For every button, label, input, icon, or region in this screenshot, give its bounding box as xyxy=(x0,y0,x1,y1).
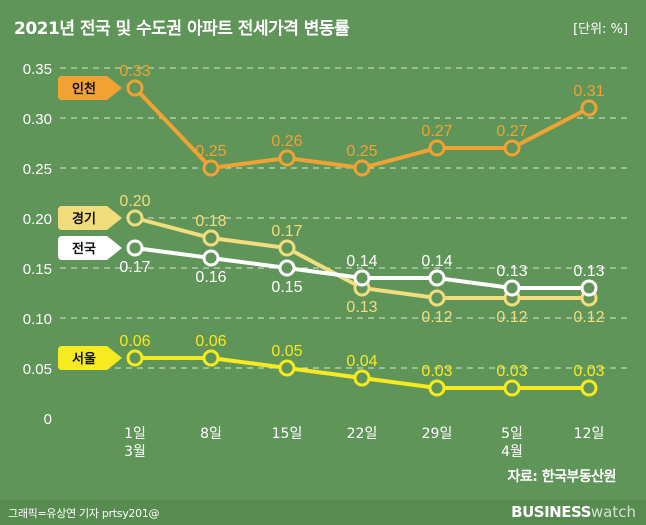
data-label: 0.13 xyxy=(496,263,527,280)
x-tick-label: 29일 xyxy=(422,426,453,442)
series-name: 인천 xyxy=(72,81,96,97)
series-tag-경기 xyxy=(58,206,122,230)
data-label: 0.12 xyxy=(421,309,452,326)
series-tag-전국 xyxy=(58,236,122,260)
data-label: 0.05 xyxy=(271,343,302,360)
data-label: 0.12 xyxy=(573,309,604,326)
data-point xyxy=(202,229,220,247)
data-label: 0.04 xyxy=(346,353,377,370)
y-tick-label: 0.30 xyxy=(23,111,52,128)
x-tick-label: 1일 xyxy=(124,426,146,442)
data-label: 0.06 xyxy=(119,333,150,350)
footer: 그래픽=유상연 기자 prtsy201@ BUSINESSwatch xyxy=(0,500,646,525)
series-name: 서울 xyxy=(72,351,96,367)
series-tag-서울 xyxy=(58,346,122,370)
data-point xyxy=(428,139,446,157)
data-label: 0.15 xyxy=(271,279,302,296)
data-point xyxy=(503,379,521,397)
data-point xyxy=(202,159,220,177)
y-tick-label: 0.35 xyxy=(23,61,52,78)
data-point xyxy=(580,279,598,297)
data-label: 0.31 xyxy=(573,83,604,100)
data-point xyxy=(503,279,521,297)
data-point xyxy=(126,209,144,227)
data-label: 0.18 xyxy=(195,213,226,230)
y-tick-label: 0 xyxy=(44,411,52,428)
x-tick-label: 15일 xyxy=(272,426,303,442)
data-point xyxy=(580,379,598,397)
x-tick-label: 8일 xyxy=(200,426,222,442)
logo-part2: watch xyxy=(590,503,636,521)
data-point xyxy=(353,159,371,177)
data-point xyxy=(428,379,446,397)
credit-text: 그래픽=유상연 기자 prtsy201@ xyxy=(8,507,160,520)
data-label: 0.03 xyxy=(573,363,604,380)
line-chart: 0 0.05 0.10 0.15 0.20 0.25 0.30 0.35 1일 3월 8일 15일 22… xyxy=(23,61,630,460)
data-point xyxy=(503,139,521,157)
data-point xyxy=(202,349,220,367)
data-label: 0.27 xyxy=(496,123,527,140)
y-tick-label: 0.05 xyxy=(23,361,52,378)
data-label: 0.14 xyxy=(421,253,452,270)
data-point xyxy=(580,99,598,117)
data-point xyxy=(428,269,446,287)
y-tick-label: 0.15 xyxy=(23,261,52,278)
data-label: 0.27 xyxy=(421,123,452,140)
data-label: 0.16 xyxy=(195,269,226,286)
data-point xyxy=(428,289,446,307)
data-point xyxy=(278,359,296,377)
data-label: 0.03 xyxy=(421,363,452,380)
unit-label: [단위: %] xyxy=(573,22,628,37)
data-point xyxy=(278,239,296,257)
data-point xyxy=(202,249,220,267)
data-point xyxy=(353,369,371,387)
data-label: 0.26 xyxy=(271,133,302,150)
y-tick-label: 0.25 xyxy=(23,161,52,178)
data-point xyxy=(278,149,296,167)
data-label: 0.13 xyxy=(573,263,604,280)
source-label: 자료: 한국부동산원 xyxy=(507,469,616,485)
series-name: 전국 xyxy=(72,241,96,257)
data-point xyxy=(353,269,371,287)
x-tick-label: 3월 xyxy=(124,444,146,460)
data-label: 0.03 xyxy=(496,363,527,380)
series-name: 경기 xyxy=(72,211,96,227)
data-point xyxy=(126,239,144,257)
data-point xyxy=(126,349,144,367)
data-point xyxy=(278,259,296,277)
data-label: 0.33 xyxy=(119,63,150,80)
data-label: 0.17 xyxy=(271,223,302,240)
x-tick-label: 4월 xyxy=(501,444,523,460)
data-label: 0.17 xyxy=(119,259,150,276)
x-tick-label: 5일 xyxy=(501,426,523,442)
logo-part1: BUSINESS xyxy=(511,503,591,521)
y-tick-label: 0.10 xyxy=(23,311,52,328)
data-label: 0.06 xyxy=(195,333,226,350)
chart-title: 2021년 전국 및 수도권 아파트 전세가격 변동률 xyxy=(14,19,350,39)
x-tick-label: 22일 xyxy=(347,426,378,442)
data-label: 0.13 xyxy=(346,299,377,316)
business-watch-logo: BUSINESSwatch xyxy=(511,503,636,521)
x-tick-label: 12일 xyxy=(574,426,605,442)
data-label: 0.25 xyxy=(346,143,377,160)
data-label: 0.14 xyxy=(346,253,377,270)
data-label: 0.12 xyxy=(496,309,527,326)
series-tag-인천 xyxy=(58,76,122,100)
y-tick-label: 0.20 xyxy=(23,211,52,228)
data-point xyxy=(126,79,144,97)
data-label: 0.20 xyxy=(119,193,150,210)
data-label: 0.25 xyxy=(195,143,226,160)
